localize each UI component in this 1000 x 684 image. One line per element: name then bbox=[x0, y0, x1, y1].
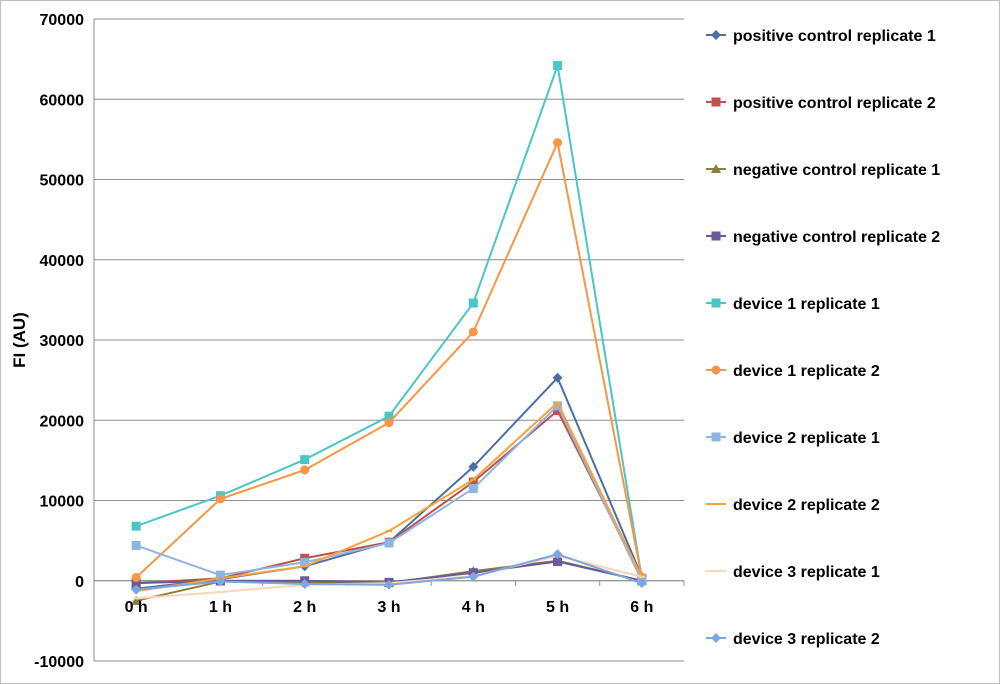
y-tick-label: 40000 bbox=[40, 253, 85, 270]
data-point bbox=[131, 521, 141, 531]
x-tick-label: 1 h bbox=[209, 599, 232, 616]
legend-label: positive control replicate 2 bbox=[733, 95, 936, 112]
legend-marker bbox=[711, 365, 721, 375]
x-tick-label: 0 h bbox=[125, 599, 148, 616]
data-point bbox=[300, 455, 310, 465]
data-point bbox=[386, 529, 392, 532]
legend-entry: device 2 replicate 1 bbox=[706, 430, 880, 447]
legend-entry: device 2 replicate 2 bbox=[706, 497, 880, 514]
legend-entry: negative control replicate 1 bbox=[706, 162, 940, 179]
legend-label: negative control replicate 2 bbox=[733, 229, 940, 246]
legend-marker bbox=[711, 30, 721, 40]
y-tick-label: -10000 bbox=[34, 654, 84, 671]
legend-entry: positive control replicate 1 bbox=[706, 28, 936, 45]
y-tick-label: 20000 bbox=[40, 413, 85, 430]
legend-entry: device 1 replicate 1 bbox=[706, 296, 880, 313]
data-point bbox=[638, 575, 645, 578]
data-point bbox=[552, 549, 563, 560]
x-tick-label: 2 h bbox=[293, 599, 316, 616]
legend-marker bbox=[711, 164, 721, 173]
legend-label: device 2 replicate 2 bbox=[733, 497, 880, 514]
data-point bbox=[470, 478, 477, 481]
legend-label: positive control replicate 1 bbox=[733, 28, 936, 45]
series-2 bbox=[131, 406, 647, 588]
legend-entry: device 1 replicate 2 bbox=[706, 363, 880, 380]
data-point bbox=[468, 483, 478, 493]
series-line bbox=[135, 404, 643, 582]
x-tick-label: 3 h bbox=[377, 599, 400, 616]
y-tick-label: 10000 bbox=[40, 494, 85, 511]
y-axis-title: FI (AU) bbox=[10, 312, 29, 368]
data-point bbox=[133, 597, 140, 600]
legend-marker bbox=[711, 231, 721, 241]
data-point bbox=[553, 61, 563, 71]
y-tick-label: 70000 bbox=[40, 12, 85, 29]
legend-marker bbox=[711, 298, 721, 308]
data-point bbox=[131, 573, 141, 583]
legend-entry: negative control replicate 2 bbox=[706, 229, 940, 246]
legend-marker bbox=[711, 432, 721, 442]
x-tick-label: 4 h bbox=[462, 599, 485, 616]
legend-entry: positive control replicate 2 bbox=[706, 95, 936, 112]
data-point bbox=[384, 538, 394, 548]
data-point bbox=[384, 418, 394, 428]
legend-label: device 1 replicate 1 bbox=[733, 296, 880, 313]
data-point bbox=[131, 584, 142, 595]
data-point bbox=[215, 494, 225, 504]
series-1 bbox=[131, 372, 647, 594]
data-point bbox=[131, 578, 141, 588]
y-tick-label: 50000 bbox=[40, 173, 85, 190]
legend-entry: device 3 replicate 2 bbox=[706, 631, 880, 648]
series-line bbox=[135, 64, 643, 579]
data-point bbox=[553, 401, 563, 411]
legend-marker bbox=[713, 570, 719, 572]
data-point bbox=[553, 138, 563, 148]
series-line bbox=[135, 141, 643, 579]
legend-entry: device 3 replicate 1 bbox=[706, 564, 880, 581]
data-point bbox=[131, 595, 142, 605]
legend-label: device 3 replicate 1 bbox=[733, 564, 880, 581]
x-tick-label: 6 h bbox=[630, 599, 653, 616]
series-5 bbox=[131, 61, 647, 583]
data-point bbox=[468, 461, 479, 472]
data-point bbox=[468, 571, 479, 582]
data-point bbox=[300, 557, 310, 567]
data-point bbox=[468, 327, 478, 337]
series-9 bbox=[133, 554, 645, 600]
y-tick-label: 30000 bbox=[40, 333, 85, 350]
legend-marker bbox=[711, 97, 721, 107]
data-point bbox=[553, 556, 563, 566]
data-point bbox=[131, 540, 141, 550]
data-point bbox=[217, 590, 224, 593]
data-point bbox=[554, 401, 561, 404]
y-tick-label: 60000 bbox=[40, 92, 85, 109]
y-tick-label: 0 bbox=[75, 574, 84, 591]
data-point bbox=[636, 578, 647, 589]
series-6 bbox=[131, 138, 647, 583]
data-point bbox=[468, 477, 478, 487]
data-point bbox=[384, 411, 394, 421]
legend-label: device 2 replicate 1 bbox=[733, 430, 880, 447]
legend-label: device 3 replicate 2 bbox=[733, 631, 880, 648]
data-point bbox=[301, 565, 308, 568]
x-tick-label: 5 h bbox=[546, 599, 569, 616]
legend-label: device 1 replicate 2 bbox=[733, 363, 880, 380]
legend-marker bbox=[711, 633, 721, 643]
data-point bbox=[468, 298, 478, 308]
series-10 bbox=[131, 549, 647, 595]
legend-marker bbox=[713, 503, 719, 505]
data-point bbox=[552, 372, 563, 383]
legend-label: negative control replicate 1 bbox=[733, 162, 940, 179]
data-point bbox=[215, 576, 226, 587]
data-point bbox=[299, 578, 310, 589]
data-point bbox=[300, 465, 310, 475]
data-point bbox=[553, 406, 563, 416]
data-point bbox=[215, 570, 225, 580]
data-point bbox=[384, 579, 394, 590]
